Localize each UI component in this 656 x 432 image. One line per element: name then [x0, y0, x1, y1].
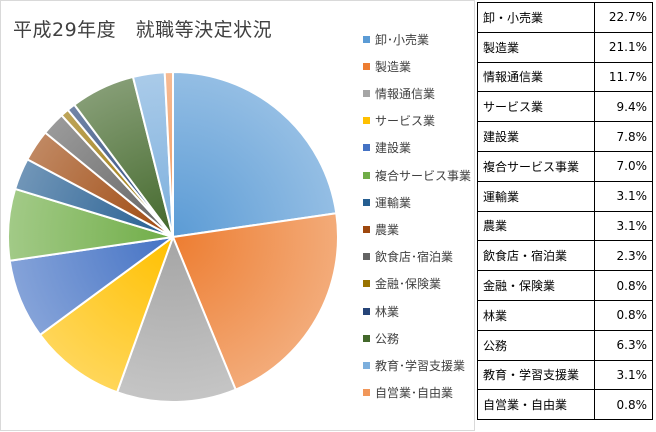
legend-label: 卸･小売業: [375, 32, 430, 47]
legend-swatch: [363, 280, 370, 288]
table-cell-label: 卸・小売業: [477, 2, 595, 33]
legend-item: 金融･保険業: [363, 276, 441, 292]
legend-label: 公務: [375, 331, 400, 346]
table-cell-value: 6.3%: [594, 329, 653, 361]
legend-swatch: [363, 198, 370, 206]
legend-label: 情報通信業: [375, 86, 436, 101]
legend-label: 飲食店･宿泊業: [375, 250, 454, 265]
table-row: 建設業 7.8%: [477, 121, 653, 152]
legend-item: 卸･小売業: [363, 31, 429, 47]
table-row: 運輸業 3.1%: [477, 180, 653, 212]
legend-label: 自営業･自由業: [375, 386, 454, 401]
table-cell-label: 情報通信業: [477, 61, 595, 93]
legend-item: 建設業: [363, 140, 411, 156]
pie-chart: [7, 71, 339, 403]
table-cell-label: 金融・保険業: [477, 270, 595, 301]
table-row: 卸・小売業 22.7%: [477, 2, 653, 33]
table-row: サービス業 9.4%: [477, 91, 653, 123]
table-cell-label: 教育・学習支援業: [477, 359, 595, 391]
table-cell-label: 複合サービス事業: [477, 150, 595, 182]
legend-item: 農業: [363, 221, 399, 237]
legend-item: 運輸業: [363, 194, 411, 210]
pie-slice-1: [172, 212, 339, 391]
legend-swatch: [363, 361, 370, 369]
legend-label: 複合サービス事業: [375, 168, 472, 183]
legend-swatch: [363, 89, 370, 97]
table-row: 複合サービス事業 7.0%: [477, 150, 653, 182]
table-cell-value: 3.1%: [594, 180, 653, 212]
legend-swatch: [363, 117, 370, 125]
data-table: 卸・小売業 22.7% 製造業 21.1% 情報通信業 11.7% サービス業 9.4% 建設業…: [477, 2, 653, 421]
legend-label: 建設業: [375, 141, 412, 156]
table-cell-label: 林業: [477, 299, 595, 331]
legend-swatch: [363, 334, 370, 342]
legend-item: 林業: [363, 303, 399, 319]
legend-item: 複合サービス事業: [363, 167, 471, 183]
legend-label: 金融･保険業: [375, 277, 442, 292]
table-row: 自営業・自由業 0.8%: [477, 389, 653, 421]
pie-slice-0: [172, 71, 338, 238]
legend-item: 教育･学習支援業: [363, 357, 465, 373]
table-cell-label: 農業: [477, 210, 595, 242]
legend-swatch: [363, 225, 370, 233]
legend-label: 運輸業: [375, 195, 412, 210]
legend-swatch: [363, 253, 370, 261]
pie-slice-2: [116, 236, 237, 403]
legend-swatch: [363, 144, 370, 152]
chart-panel: 平成29年度 就職等決定状況 卸･小売業製造業情報通信業サービス業建設業複合サー…: [0, 0, 475, 431]
legend-item: 公務: [363, 330, 399, 346]
legend-label: 林業: [375, 304, 400, 319]
table-cell-value: 3.1%: [594, 210, 653, 242]
table-cell-value: 3.1%: [594, 359, 653, 391]
table-row: 林業 0.8%: [477, 299, 653, 331]
table-cell-label: 飲食店・宿泊業: [477, 240, 595, 272]
pie-slice-3: [39, 236, 174, 394]
table-cell-value: 9.4%: [594, 91, 653, 123]
table-cell-label: サービス業: [477, 91, 595, 123]
table-row: 公務 6.3%: [477, 329, 653, 361]
pie-slice-13: [163, 71, 174, 238]
table-cell-value: 7.8%: [594, 121, 653, 152]
chart-title: 平成29年度 就職等決定状況: [13, 19, 273, 41]
legend-item: 飲食店･宿泊業: [363, 249, 453, 265]
table-cell-value: 0.8%: [594, 299, 653, 331]
table-cell-value: 7.0%: [594, 150, 653, 182]
legend-label: サービス業: [375, 114, 436, 129]
table-cell-value: 22.7%: [594, 2, 653, 33]
table-row: 情報通信業 11.7%: [477, 61, 653, 93]
table-row: 農業 3.1%: [477, 210, 653, 242]
table-row: 製造業 21.1%: [477, 31, 653, 63]
legend-label: 教育･学習支援業: [375, 358, 466, 373]
table-row: 飲食店・宿泊業 2.3%: [477, 240, 653, 272]
legend-item: サービス業: [363, 113, 435, 129]
table-cell-value: 0.8%: [594, 389, 653, 421]
legend-swatch: [363, 389, 370, 397]
table-cell-value: 11.7%: [594, 61, 653, 93]
table-cell-label: 運輸業: [477, 180, 595, 212]
legend-label: 製造業: [375, 59, 412, 74]
table-cell-label: 製造業: [477, 31, 595, 63]
legend-swatch: [363, 62, 370, 70]
legend-swatch: [363, 35, 370, 43]
table-cell-value: 21.1%: [594, 31, 653, 63]
table-cell-label: 建設業: [477, 121, 595, 152]
table-cell-label: 公務: [477, 329, 595, 361]
table-cell-value: 0.8%: [594, 270, 653, 301]
table-row: 金融・保険業 0.8%: [477, 270, 653, 301]
table-row: 教育・学習支援業 3.1%: [477, 359, 653, 391]
legend-item: 自営業･自由業: [363, 385, 453, 401]
table-cell-label: 自営業・自由業: [477, 389, 595, 421]
legend-item: 製造業: [363, 58, 411, 74]
table-cell-value: 2.3%: [594, 240, 653, 272]
legend-swatch: [363, 307, 370, 315]
legend-label: 農業: [375, 222, 400, 237]
legend-swatch: [363, 171, 370, 179]
legend-item: 情報通信業: [363, 85, 435, 101]
